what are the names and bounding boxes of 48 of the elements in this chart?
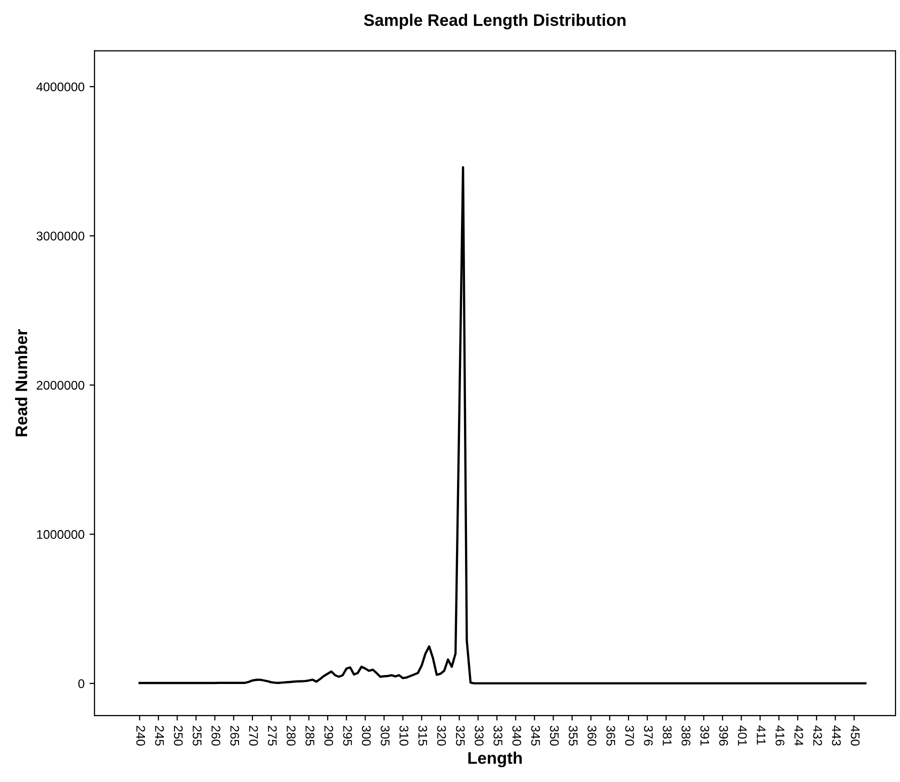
x-tick-label: 376 [644, 726, 653, 746]
x-tick-label: 365 [606, 726, 616, 746]
y-tick-label: 4000000 [36, 82, 84, 92]
x-tick-label: 330 [474, 726, 484, 746]
x-tick-label: 340 [512, 726, 522, 746]
y-tick-label: 3000000 [36, 232, 84, 240]
x-axis-title: Length [468, 752, 522, 768]
y-tick-label: 1000000 [37, 530, 84, 539]
x-tick-label: 305 [380, 726, 390, 746]
x-tick-label: 300 [362, 726, 371, 746]
x-tick-label: 255 [192, 726, 202, 746]
x-tick-label: 381 [662, 726, 672, 746]
x-tick-label: 411 [756, 726, 766, 745]
x-tick-label: 360 [588, 726, 596, 746]
y-axis-title: Read Number [15, 329, 28, 436]
x-tick-label: 270 [249, 726, 258, 746]
x-tick-label: 285 [305, 726, 314, 746]
x-tick-label: 432 [813, 726, 822, 746]
x-tick-label: 396 [719, 726, 728, 746]
x-tick-label: 240 [136, 726, 146, 746]
x-tick-label: 245 [155, 726, 164, 746]
x-tick-label: 370 [625, 726, 634, 746]
y-tick-label: 2000000 [36, 380, 84, 390]
x-tick-label: 335 [494, 726, 502, 746]
x-tick-label: 325 [456, 726, 465, 746]
x-tick-label: 401 [738, 726, 747, 746]
x-tick-label: 280 [286, 726, 296, 746]
chart-title: Sample Read Length Distribution [364, 14, 626, 30]
line-series [138, 166, 867, 684]
x-tick-label: 265 [230, 726, 240, 746]
x-tick-label: 450 [850, 726, 860, 746]
x-tick-label: 350 [550, 726, 559, 746]
x-tick-label: 355 [568, 726, 578, 746]
x-tick-label: 386 [682, 726, 690, 746]
x-tick-label: 310 [400, 726, 408, 746]
x-tick-label: 345 [531, 726, 540, 746]
y-tick-label: 0 [78, 679, 84, 688]
x-tick-label: 290 [324, 726, 334, 746]
x-tick-label: 250 [174, 726, 183, 746]
x-tick-label: 443 [832, 726, 841, 746]
x-tick-label: 320 [437, 726, 446, 746]
x-tick-label: 295 [343, 726, 352, 746]
x-tick-label: 416 [776, 726, 784, 746]
x-tick-label: 391 [700, 726, 710, 746]
x-tick-label: 424 [794, 726, 804, 746]
x-tick-label: 275 [268, 726, 277, 746]
x-tick-label: 260 [211, 726, 220, 746]
x-tick-label: 315 [418, 726, 428, 746]
